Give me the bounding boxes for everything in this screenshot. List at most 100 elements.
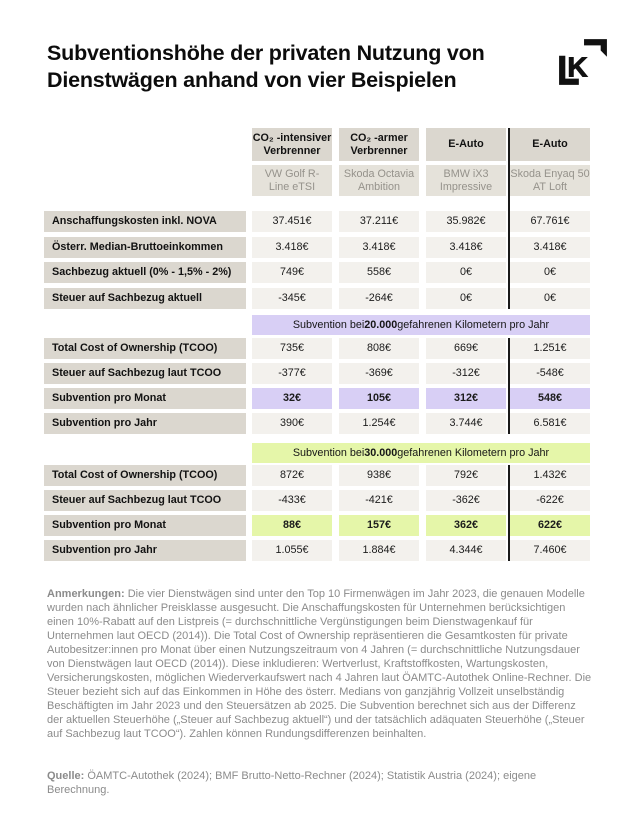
table-cell-highlight: 105€ [339, 388, 419, 409]
column-divider-line [507, 128, 510, 309]
page-title-line1: Subventionshöhe der privaten Nutzung von [47, 41, 485, 65]
table-cell-highlight: 362€ [426, 515, 506, 536]
table-cell: 749€ [252, 262, 332, 283]
source-text: ÖAMTC-Autothek (2024); BMF Brutto-Netto-… [47, 770, 537, 796]
banner-text: gefahrenen Kilometern pro Jahr [397, 319, 550, 331]
table-cell: 735€ [252, 338, 332, 359]
table-row: Steuer auf Sachbezug aktuell -345€ -264€… [44, 287, 590, 309]
row-label: Sachbezug aktuell (0% - 1,5% - 2%) [44, 262, 246, 283]
table-cell: -369€ [339, 363, 419, 384]
banner-km-value: 30.000 [364, 447, 398, 459]
table-cell: 390€ [252, 413, 332, 434]
table-cell-highlight: 548€ [510, 388, 590, 409]
table-row-highlight: Subvention pro Monat 32€ 105€ 312€ 548€ [44, 388, 590, 409]
row-label: Subvention pro Monat [44, 388, 246, 409]
row-label: Österr. Median-Bruttoeinkommen [44, 236, 246, 258]
row-label: Total Cost of Ownership (TCOO) [44, 465, 246, 486]
table-cell: -421€ [339, 490, 419, 511]
table-cell: 37.211€ [339, 211, 419, 232]
table-cell: 3.418€ [339, 236, 419, 258]
table-cell: 37.451€ [252, 211, 332, 232]
notes-label: Anmerkungen: [47, 588, 125, 600]
table-cell: -377€ [252, 363, 332, 384]
table-cell: 558€ [339, 262, 419, 283]
table-cell: -433€ [252, 490, 332, 511]
table-cell: -345€ [252, 287, 332, 309]
page-title-line2: Dienstwägen anhand von vier Beispielen [47, 68, 457, 92]
column-header-model: VW Golf R-Line eTSI [252, 165, 332, 196]
table-row: Sachbezug aktuell (0% - 1,5% - 2%) 749€ … [44, 262, 590, 283]
table-row: Subvention pro Jahr 1.055€ 1.884€ 4.344€… [44, 540, 590, 561]
banner-text: Subvention bei [292, 319, 365, 331]
section-banner-20000km: Subvention bei 20.000 gefahrenen Kilomet… [252, 315, 590, 335]
table-row: Österr. Median-Bruttoeinkommen 3.418€ 3.… [44, 236, 590, 258]
table-cell: 872€ [252, 465, 332, 486]
table-cell: -312€ [426, 363, 506, 384]
column-divider-line [507, 465, 510, 561]
table-cell: 808€ [339, 338, 419, 359]
table-cell-highlight: 88€ [252, 515, 332, 536]
table-cell: -362€ [426, 490, 506, 511]
table-row: Total Cost of Ownership (TCOO) 872€ 938€… [44, 465, 590, 486]
table-cell: 3.418€ [252, 236, 332, 258]
header-row-model: VW Golf R-Line eTSI Skoda Octavia Ambiti… [44, 165, 590, 196]
table-cell: 1.884€ [339, 540, 419, 561]
table-row: Total Cost of Ownership (TCOO) 735€ 808€… [44, 338, 590, 359]
source-paragraph: Quelle: ÖAMTC-Autothek (2024); BMF Brutt… [47, 769, 593, 797]
table-cell: 1.432€ [510, 465, 590, 486]
table-cell: 3.418€ [426, 236, 506, 258]
row-label: Subvention pro Monat [44, 515, 246, 536]
table-cell: 1.055€ [252, 540, 332, 561]
table-cell: 7.460€ [510, 540, 590, 561]
column-header-type: E-Auto [510, 128, 590, 161]
page-title: Subventionshöhe der privaten Nutzung von… [47, 40, 547, 94]
banner-text: Subvention bei [292, 447, 365, 459]
table-cell: 669€ [426, 338, 506, 359]
row-label: Steuer auf Sachbezug laut TCOO [44, 363, 246, 384]
table-cell: 0€ [426, 287, 506, 309]
column-header-type: E-Auto [426, 128, 506, 161]
table-cell: 0€ [510, 287, 590, 309]
table-cell-highlight: 312€ [426, 388, 506, 409]
table-row: Steuer auf Sachbezug laut TCOO -433€ -42… [44, 490, 590, 511]
column-header-type: CO₂ -intensiver Verbrenner [252, 128, 332, 161]
table-cell: 938€ [339, 465, 419, 486]
table-cell: 67.761€ [510, 211, 590, 232]
table-cell: 0€ [510, 262, 590, 283]
k-frame-logo-icon: K [559, 39, 607, 85]
row-label: Steuer auf Sachbezug laut TCOO [44, 490, 246, 511]
row-label: Steuer auf Sachbezug aktuell [44, 287, 246, 309]
row-label: Subvention pro Jahr [44, 413, 246, 434]
table-cell: 792€ [426, 465, 506, 486]
table-cell: -622€ [510, 490, 590, 511]
row-label: Subvention pro Jahr [44, 540, 246, 561]
table-cell: -548€ [510, 363, 590, 384]
table-cell: 3.418€ [510, 236, 590, 258]
table-cell-highlight: 32€ [252, 388, 332, 409]
notes-text: Die vier Dienstwägen sind unter den Top … [47, 588, 592, 740]
banner-km-value: 20.000 [364, 319, 398, 331]
row-label: Total Cost of Ownership (TCOO) [44, 338, 246, 359]
table-row: Subvention pro Jahr 390€ 1.254€ 3.744€ 6… [44, 413, 590, 434]
source-label: Quelle: [47, 770, 85, 782]
row-label: Anschaffungskosten inkl. NOVA [44, 211, 246, 232]
table-cell-highlight: 157€ [339, 515, 419, 536]
svg-text:K: K [567, 52, 587, 83]
table-cell: 3.744€ [426, 413, 506, 434]
table-cell: 4.344€ [426, 540, 506, 561]
section-banner-30000km: Subvention bei 30.000 gefahrenen Kilomet… [252, 443, 590, 463]
column-header-model: Skoda Enyaq 50 AT Loft [510, 165, 590, 196]
column-header-model: BMW iX3 Impressive [426, 165, 506, 196]
table-cell: 0€ [426, 262, 506, 283]
table-cell: 1.251€ [510, 338, 590, 359]
column-header-type: CO₂ -armer Verbrenner [339, 128, 419, 161]
table-cell-highlight: 622€ [510, 515, 590, 536]
column-header-model: Skoda Octavia Ambition [339, 165, 419, 196]
table-cell: 1.254€ [339, 413, 419, 434]
banner-text: gefahrenen Kilometern pro Jahr [397, 447, 550, 459]
column-divider-line [507, 338, 510, 434]
header-row-vehicle-type: CO₂ -intensiver Verbrenner CO₂ -armer Ve… [44, 128, 590, 161]
table-row: Anschaffungskosten inkl. NOVA 37.451€ 37… [44, 211, 590, 232]
notes-paragraph: Anmerkungen: Die vier Dienstwägen sind u… [47, 587, 593, 741]
